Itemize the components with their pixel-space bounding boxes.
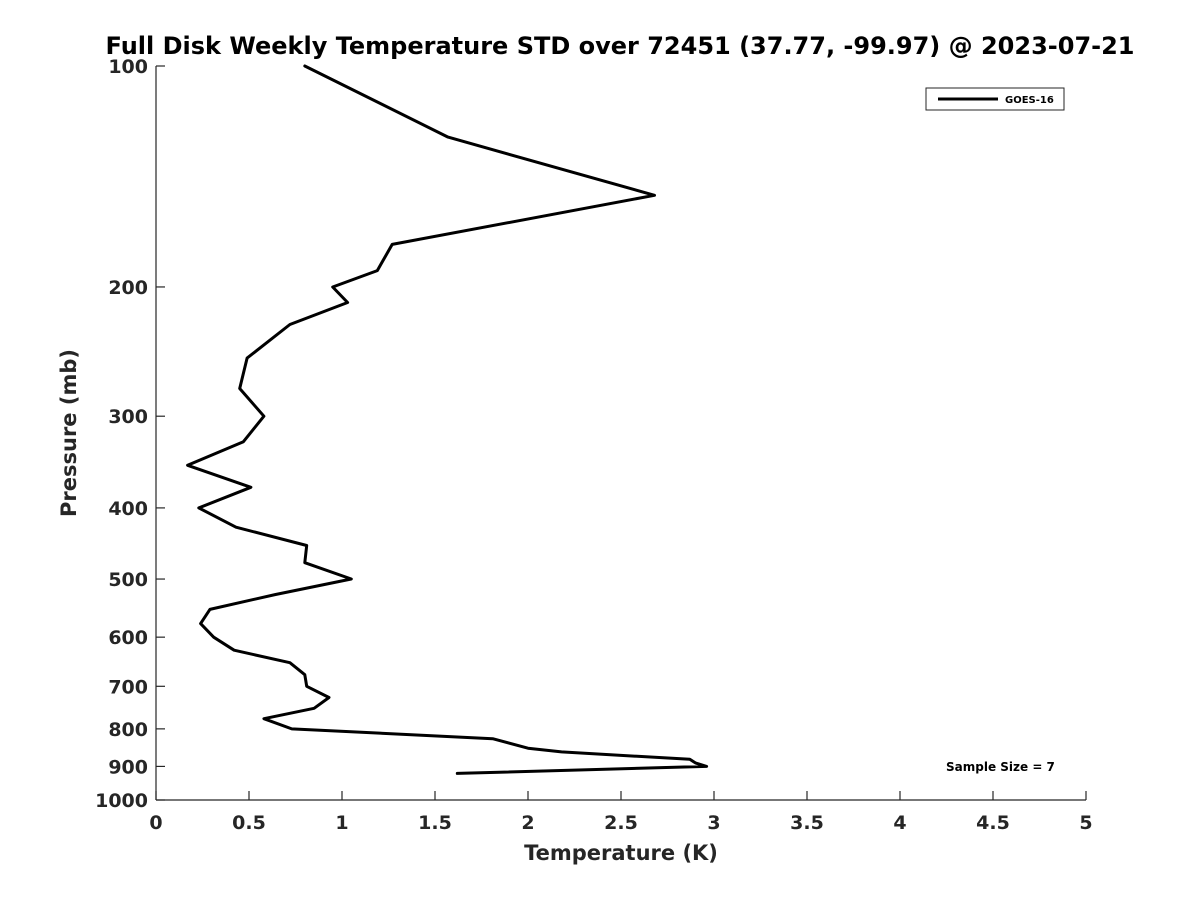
y-tick-label: 800 bbox=[108, 719, 148, 741]
legend-label-goes16: GOES-16 bbox=[1005, 95, 1054, 106]
x-tick-label: 1.5 bbox=[418, 812, 452, 834]
x-tick-label: 4.5 bbox=[976, 812, 1010, 834]
axes bbox=[155, 66, 1086, 801]
y-tick-label: 700 bbox=[108, 676, 148, 698]
y-tick-label: 900 bbox=[108, 756, 148, 778]
y-tick-label: 400 bbox=[108, 498, 148, 520]
x-tick-label: 2.5 bbox=[604, 812, 638, 834]
y-tick-label: 300 bbox=[108, 406, 148, 428]
sample-size-annotation: Sample Size = 7 bbox=[946, 760, 1055, 774]
x-tick-label: 0 bbox=[149, 812, 162, 834]
x-axis-label: Temperature (K) bbox=[524, 841, 718, 865]
y-tick-label: 100 bbox=[108, 56, 148, 78]
x-ticks: 0 0.5 1 1.5 2 2.5 3 3.5 4 4.5 5 bbox=[149, 791, 1093, 834]
y-tick-label: 1000 bbox=[95, 790, 148, 812]
x-tick-label: 2 bbox=[521, 812, 534, 834]
y-tick-label: 500 bbox=[108, 569, 148, 591]
y-axis-label: Pressure (mb) bbox=[57, 349, 81, 517]
x-tick-label: 1 bbox=[335, 812, 348, 834]
x-tick-label: 5 bbox=[1079, 812, 1092, 834]
x-tick-label: 4 bbox=[893, 812, 906, 834]
y-tick-label: 200 bbox=[108, 277, 148, 299]
y-tick-label: 600 bbox=[108, 627, 148, 649]
series-line-goes16 bbox=[186, 64, 709, 775]
legend: GOES-16 bbox=[925, 87, 1065, 111]
x-tick-label: 3 bbox=[707, 812, 720, 834]
x-tick-label: 3.5 bbox=[790, 812, 824, 834]
y-ticks: 100 200 300 400 500 600 700 800 900 1000 bbox=[95, 56, 165, 812]
x-tick-label: 0.5 bbox=[232, 812, 266, 834]
chart-title: Full Disk Weekly Temperature STD over 72… bbox=[106, 32, 1135, 60]
